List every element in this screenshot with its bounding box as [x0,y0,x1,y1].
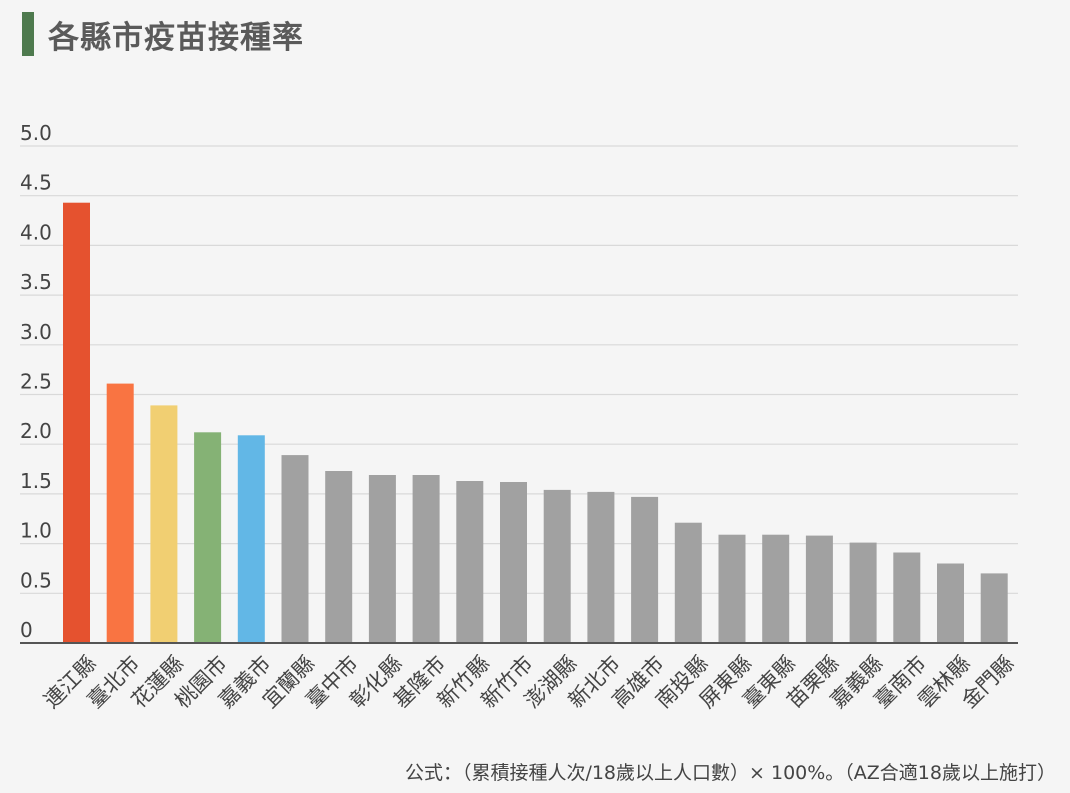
bar-新竹市 [500,482,527,643]
y-tick-label: 5.0 [20,121,52,145]
bar-澎湖縣 [543,489,571,643]
title-accent-bar [22,12,34,56]
y-tick-label: 4.0 [20,220,52,244]
bar-桃園市 [194,432,222,643]
y-tick-label: 3.5 [20,270,52,294]
bar-苗栗縣 [805,535,833,643]
bar-高雄市 [631,496,659,643]
bar-屏東縣 [718,534,746,643]
formula-footnote: 公式：（累積接種人次/18歲以上人口數）× 100%。（AZ合適18歲以上施打） [404,762,1056,784]
bar-基隆市 [412,475,440,643]
x-axis-labels: 連江縣臺北市花蓮縣桃園市嘉義市宜蘭縣臺中市彰化縣基隆市新竹縣新竹市澎湖縣新北市高… [39,651,1018,713]
bar-臺北市 [106,383,134,643]
y-tick-label: 1.5 [20,469,52,493]
y-tick-label: 2.5 [20,370,52,394]
bar-彰化縣 [368,475,396,643]
bar-金門縣 [980,573,1008,643]
bar-南投縣 [674,522,702,643]
bar-臺南市 [893,552,921,643]
bars [63,202,1008,643]
bar-嘉義市 [237,435,265,643]
y-tick-label: 1.0 [20,519,52,543]
y-tick-label: 0.5 [20,568,52,592]
bar-新北市 [587,491,615,643]
bar-臺東縣 [762,534,790,643]
bar-宜蘭縣 [281,455,309,643]
bar-雲林縣 [937,563,964,643]
bar-花蓮縣 [150,405,178,643]
y-tick-label: 2.0 [20,419,52,443]
bar-連江縣 [63,202,90,643]
y-tick-label: 4.5 [20,171,52,195]
y-axis-ticks: 0 0.5 1.0 1.5 2.0 2.5 3.0 3.5 4.0 4.5 5.0 [20,121,52,642]
chart-title: 各縣市疫苗接種率 [48,19,304,56]
bar-嘉義縣 [849,542,877,643]
bar-臺中市 [325,471,353,643]
bar-新竹縣 [456,481,484,643]
title-block: 各縣市疫苗接種率 [22,10,304,58]
y-tick-label: 0 [20,618,33,642]
y-tick-label: 3.0 [20,320,52,344]
